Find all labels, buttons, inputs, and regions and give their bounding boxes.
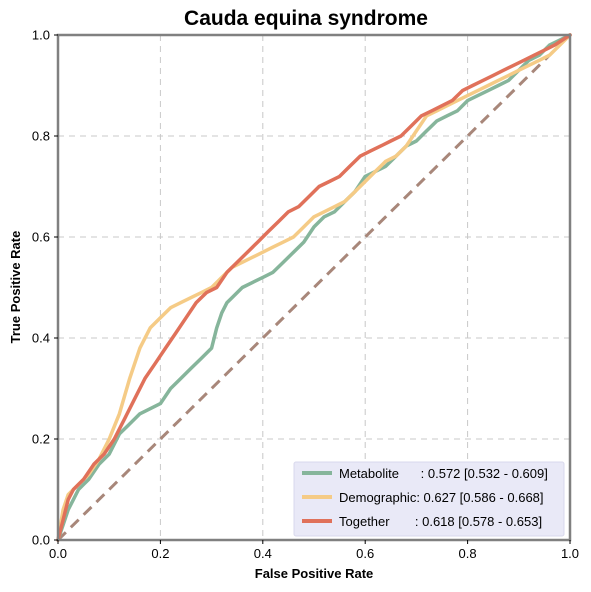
legend-label-metabolite: Metabolite : 0.572 [0.532 - 0.609] [339,466,548,481]
x-tick-label: 0.6 [356,546,374,561]
legend-box [293,461,565,537]
x-tick-label: 0.8 [459,546,477,561]
x-tick-label: 1.0 [561,546,579,561]
grid-lines [58,35,570,540]
legend-label-demographic: Demographic: 0.627 [0.586 - 0.668] [339,490,544,505]
legend: Metabolite : 0.572 [0.532 - 0.609] Demog… [293,461,565,537]
chance-line [56,33,572,542]
x-axis-label: False Positive Rate [255,566,374,581]
y-axis-label: True Positive Rate [8,231,23,344]
y-tick-label: 1.0 [32,28,50,43]
x-tick-label: 0.0 [49,546,67,561]
plot-frame [56,33,572,542]
y-tick-label: 0.0 [32,533,50,548]
x-tick-label: 0.2 [151,546,169,561]
y-tick-label: 0.8 [32,129,50,144]
chart-title: Cauda equina syndrome [184,7,428,30]
roc-curve-together [56,33,572,542]
roc-curve-metabolite [56,33,572,542]
roc-curve-demographic [56,33,572,542]
series-lines [56,33,572,542]
x-tick-label: 0.4 [254,546,272,561]
y-tick-label: 0.2 [32,432,50,447]
legend-label-together: Together : 0.618 [0.578 - 0.653] [339,514,542,529]
y-tick-label: 0.6 [32,230,50,245]
axis-ticks: 0.0 0.2 0.4 0.6 0.8 1.0 0.0 0.2 0.4 0.6 0.8 1.0 [32,28,579,562]
chance-line-group [56,33,572,542]
y-tick-label: 0.4 [32,331,50,346]
